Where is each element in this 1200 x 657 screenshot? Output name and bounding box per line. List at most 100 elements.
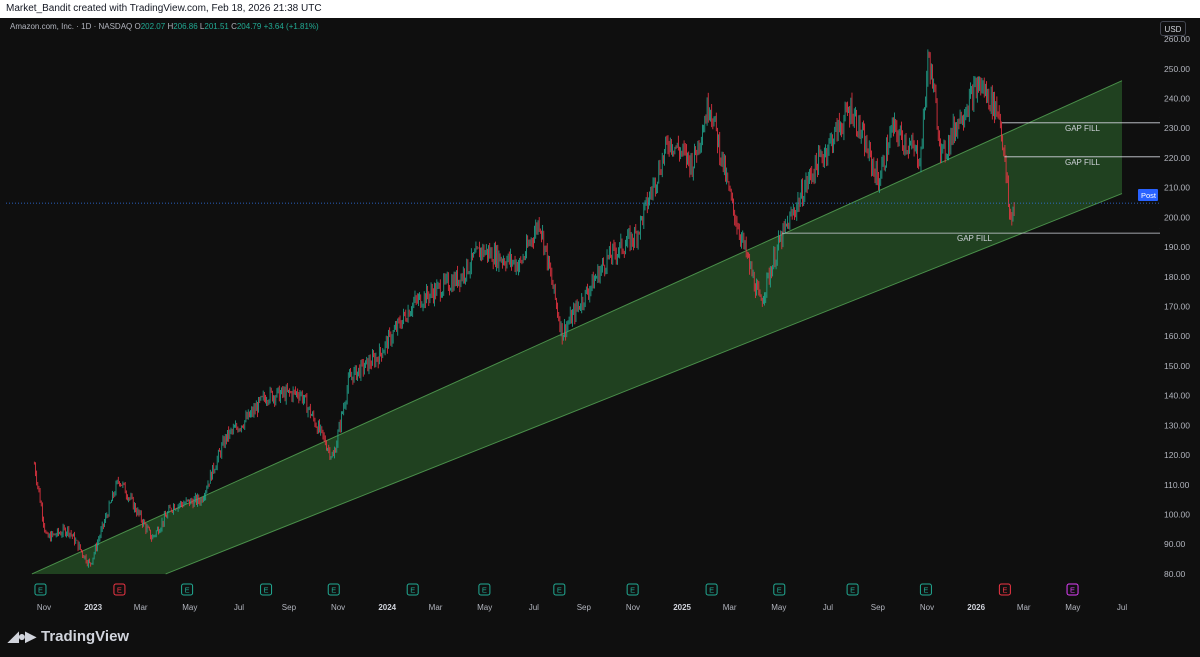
- earnings-icon[interactable]: [1066, 583, 1079, 596]
- y-tick-label: 160.00: [1164, 331, 1190, 341]
- earnings-icon-label: E: [117, 586, 122, 595]
- y-tick-label: 170.00: [1164, 302, 1190, 312]
- earnings-icon-label: E: [777, 586, 782, 595]
- earnings-icon[interactable]: [626, 583, 639, 596]
- x-tick-label: 2026: [967, 603, 985, 612]
- earnings-icon[interactable]: [260, 583, 273, 596]
- earnings-icon[interactable]: [34, 583, 47, 596]
- x-tick-label: Sep: [282, 603, 297, 612]
- footer: [0, 618, 1200, 657]
- credit-header: Market_Bandit created with TradingView.c…: [0, 0, 1200, 18]
- earnings-icon[interactable]: [406, 583, 419, 596]
- x-tick-label: 2025: [673, 603, 691, 612]
- price-axis-bg: [1160, 18, 1200, 618]
- gap-fill-label: GAP FILL: [1065, 158, 1101, 167]
- symbol-title: Amazon.com, Inc. · 1D · NASDAQ: [10, 22, 133, 31]
- y-tick-label: 180.00: [1164, 272, 1190, 282]
- y-tick-label: 80.00: [1164, 569, 1186, 579]
- x-tick-label: Mar: [723, 603, 737, 612]
- x-tick-label: Jul: [823, 603, 833, 612]
- earnings-icon[interactable]: [553, 583, 566, 596]
- earnings-icon[interactable]: [919, 583, 932, 596]
- tradingview-logo-icon: ◢●▶: [8, 628, 36, 644]
- earnings-icon[interactable]: [998, 583, 1011, 596]
- earnings-icon[interactable]: [181, 583, 194, 596]
- y-tick-label: 140.00: [1164, 391, 1190, 401]
- candles: [33, 49, 1015, 568]
- x-tick-label: May: [477, 603, 492, 612]
- gap-fill-label: GAP FILL: [1065, 124, 1101, 133]
- y-tick-label: 230.00: [1164, 123, 1190, 133]
- symbol-legend: Amazon.com, Inc. · 1D · NASDAQ O202.07 H…: [10, 22, 319, 31]
- y-tick-label: 120.00: [1164, 450, 1190, 460]
- y-tick-label: 220.00: [1164, 153, 1190, 163]
- x-tick-label: May: [771, 603, 786, 612]
- x-tick-label: Jul: [529, 603, 539, 612]
- x-tick-label: Sep: [577, 603, 592, 612]
- earnings-icon-label: E: [1070, 586, 1075, 595]
- earnings-icon-label: E: [557, 586, 562, 595]
- earnings-icon[interactable]: [846, 583, 859, 596]
- x-tick-label: Nov: [331, 603, 345, 612]
- brand-text: TradingView: [41, 628, 130, 645]
- earnings-icon-label: E: [1002, 586, 1007, 595]
- post-badge: [1138, 188, 1158, 201]
- low-value: 201.51: [204, 22, 229, 31]
- earnings-icon-label: E: [410, 586, 415, 595]
- x-tick-label: Mar: [134, 603, 148, 612]
- y-tick-label: 100.00: [1164, 510, 1190, 520]
- gap-fill-label: GAP FILL: [957, 234, 993, 243]
- x-tick-label: 2024: [378, 603, 396, 612]
- earnings-icon-label: E: [709, 586, 714, 595]
- y-tick-label: 90.00: [1164, 539, 1186, 549]
- low-label: L: [199, 22, 205, 31]
- earnings-icon[interactable]: [478, 583, 491, 596]
- x-tick-label: Sep: [871, 603, 886, 612]
- tradingview-logo[interactable]: ◢●▶ TradingView: [8, 628, 129, 645]
- earnings-icon-label: E: [264, 586, 269, 595]
- x-tick-label: Jul: [1117, 603, 1127, 612]
- channel-lower-line[interactable]: [165, 193, 1123, 575]
- post-badge-label: Post: [1141, 191, 1157, 200]
- earnings-icon[interactable]: [113, 583, 126, 596]
- earnings-icon[interactable]: [327, 583, 340, 596]
- x-tick-label: Mar: [1017, 603, 1031, 612]
- x-tick-label: Mar: [429, 603, 443, 612]
- high-value: 206.86: [173, 22, 198, 31]
- y-tick-label: 240.00: [1164, 93, 1190, 103]
- earnings-icon-label: E: [923, 586, 928, 595]
- y-tick-label: 130.00: [1164, 420, 1190, 430]
- open-value: 202.07: [140, 22, 166, 31]
- currency-button[interactable]: USD: [1160, 21, 1186, 36]
- y-tick-label: 210.00: [1164, 183, 1190, 193]
- y-tick-label: 200.00: [1164, 212, 1190, 222]
- x-tick-label: 2023: [84, 603, 102, 612]
- credit-text: Market_Bandit created with TradingView.c…: [6, 3, 322, 14]
- earnings-icon-label: E: [331, 586, 336, 595]
- high-label: H: [167, 22, 174, 31]
- x-tick-label: Nov: [626, 603, 640, 612]
- earnings-icon-label: E: [38, 586, 43, 595]
- earnings-icon-label: E: [482, 586, 487, 595]
- y-tick-label: 260.00: [1164, 34, 1190, 44]
- x-tick-label: Nov: [37, 603, 51, 612]
- x-tick-label: Jul: [234, 603, 244, 612]
- axes: 80.00 90.00 100.00 110.00 120.00 130.00 140.00…: [37, 18, 1200, 618]
- earnings-icon[interactable]: [773, 583, 786, 596]
- y-tick-label: 150.00: [1164, 361, 1190, 371]
- open-label: O: [134, 22, 141, 31]
- y-tick-label: 250.00: [1164, 64, 1190, 74]
- change-value: +3.64 (+1.81%): [263, 22, 319, 31]
- close-value: 204.79: [236, 22, 262, 31]
- earnings-icon-label: E: [850, 586, 855, 595]
- x-tick-label: May: [182, 603, 197, 612]
- x-tick-label: Nov: [920, 603, 934, 612]
- earnings-icon[interactable]: [705, 583, 718, 596]
- x-tick-label: May: [1065, 603, 1080, 612]
- earnings-icon-label: E: [185, 586, 190, 595]
- y-tick-label: 190.00: [1164, 242, 1190, 252]
- earnings-icon-label: E: [630, 586, 635, 595]
